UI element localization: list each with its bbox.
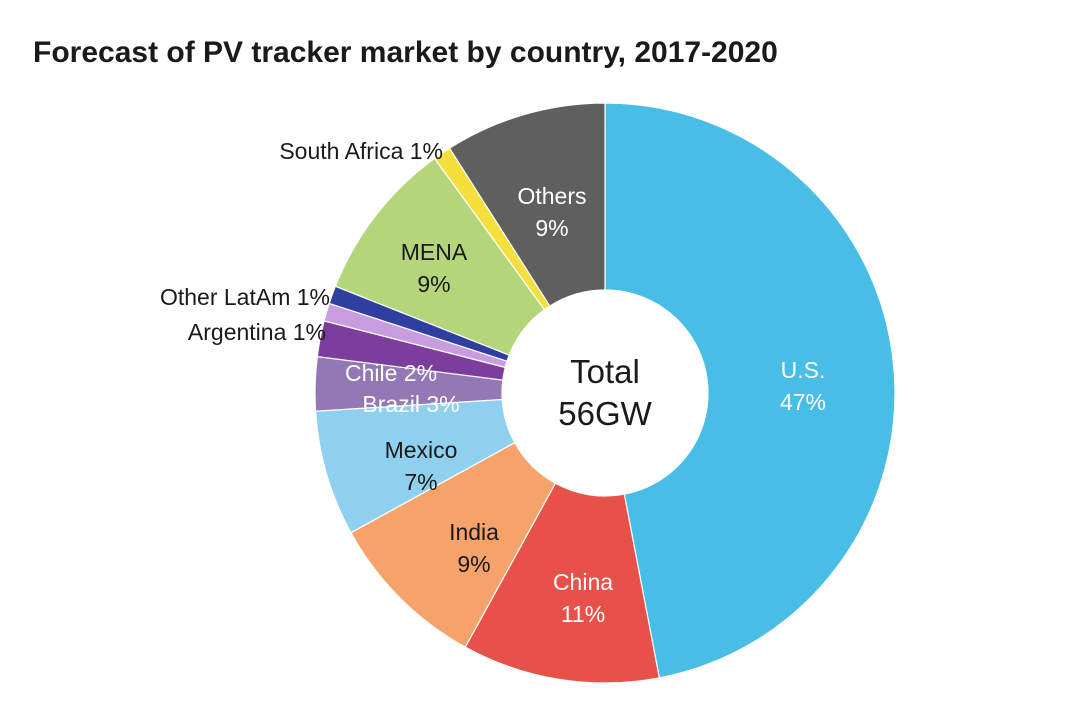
slice-label-chile: Chile 2% <box>345 360 437 386</box>
slice-value-label-india: 9% <box>457 551 490 577</box>
slice-name-label-u-s: U.S. <box>781 357 826 383</box>
slice-labels: U.S. 47% China 11% India 9% Mexico 7% Brazil 3% C… <box>160 138 826 627</box>
slice-value-label-mena: 9% <box>417 271 450 297</box>
slice-label-south-africa: South Africa 1% <box>279 138 443 164</box>
center-total-label: Total <box>570 353 640 390</box>
slice-label-brazil: Brazil 3% <box>362 391 459 417</box>
slice-value-label-u-s: 47% <box>780 389 826 415</box>
slice-name-label-mena: MENA <box>401 239 468 265</box>
slice-name-label-mexico: Mexico <box>385 437 458 463</box>
center-total-value: 56GW <box>558 395 652 432</box>
slice-label-other-latam: Other LatAm 1% <box>160 284 330 310</box>
slice-china <box>464 482 661 684</box>
slice-name-label-china: China <box>553 569 613 595</box>
slice-value-label-others: 9% <box>535 215 568 241</box>
slice-value-label-china: 11% <box>561 601 605 627</box>
slice-name-label-others: Others <box>517 183 586 209</box>
chart-title: Forecast of PV tracker market by country… <box>33 36 778 69</box>
slice-value-label-mexico: 7% <box>404 469 437 495</box>
donut-hole <box>502 290 708 496</box>
slice-name-label-india: India <box>449 519 499 545</box>
slice-label-argentina: Argentina 1% <box>188 319 326 345</box>
